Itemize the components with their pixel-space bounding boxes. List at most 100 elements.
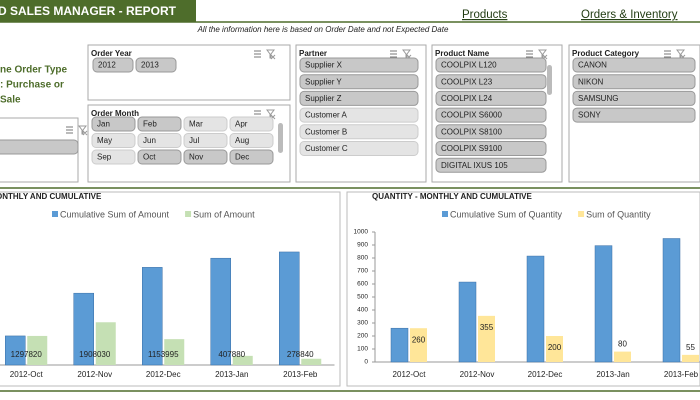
slicer-item[interactable]: [92, 57, 134, 73]
slicer-item[interactable]: [435, 57, 547, 73]
slicer-title: Product Name: [435, 49, 490, 58]
slicer-item[interactable]: [299, 107, 419, 123]
slicer-item[interactable]: [183, 116, 228, 132]
nav-link[interactable]: Products: [462, 9, 508, 21]
bar: [73, 292, 94, 366]
x-tick-label: 2012-Nov: [77, 370, 112, 379]
slicer-item-label: SAMSUNG: [578, 94, 618, 103]
slicer-item[interactable]: [0, 139, 79, 155]
slicer-item[interactable]: [435, 124, 547, 140]
slicer-item[interactable]: [91, 149, 136, 165]
bar: [27, 335, 48, 365]
legend-swatch: [578, 211, 585, 217]
legend-label: Sum of Quantity: [586, 209, 651, 219]
slicer-item-label: May: [97, 136, 112, 145]
slicer-item-label: 2012: [98, 61, 116, 70]
multi-select-icon[interactable]: [254, 50, 261, 58]
y-tick-label: 100: [357, 346, 368, 353]
chart-title: QUANTITY - MONTHLY AND CUMULATIVE: [372, 192, 533, 201]
slicer-title: Order Year: [91, 49, 132, 58]
slicer-item-label: Jun: [143, 136, 156, 145]
slicer-item-label: COOLPIX L23: [441, 77, 493, 86]
slicer-title: Order Month: [91, 109, 139, 118]
x-tick-label: 2013-Jan: [596, 370, 629, 379]
side-label: ne Order Type: [0, 65, 67, 76]
multi-select-icon[interactable]: [390, 50, 397, 58]
legend-label: Cumulative Sum of Amount: [60, 209, 170, 219]
slicer-item[interactable]: [299, 57, 419, 73]
slicer-item[interactable]: [299, 90, 419, 106]
bar: [301, 358, 322, 365]
bar: [662, 238, 681, 363]
slicer-item-label: NIKON: [578, 77, 604, 86]
x-tick-label: 2012-Nov: [460, 370, 495, 379]
nav-link[interactable]: Orders & Inventory: [581, 9, 678, 21]
slicer-item[interactable]: [137, 149, 182, 165]
slicer-item[interactable]: [572, 90, 696, 106]
slicer-item[interactable]: [435, 141, 547, 156]
slicer-item[interactable]: [435, 107, 547, 123]
multi-select-icon[interactable]: [66, 126, 73, 134]
slicer-item[interactable]: [299, 141, 419, 156]
slicer-item[interactable]: [435, 90, 547, 106]
slicer-item-label: COOLPIX L24: [441, 94, 493, 103]
slicer-item-label: Feb: [143, 120, 157, 129]
slicer-item[interactable]: [91, 116, 136, 132]
y-tick-label: 1000: [354, 229, 369, 236]
y-tick-label: 500: [357, 294, 368, 301]
slicer-item[interactable]: [91, 133, 136, 148]
slicer-item-label: COOLPIX S6000: [441, 111, 502, 120]
data-label: 1297820: [11, 350, 43, 359]
legend-label: Cumulative Sum of Quantity: [450, 209, 563, 219]
scrollbar: [278, 123, 283, 153]
side-label: : Purchase or: [0, 80, 64, 91]
slicer-item[interactable]: [572, 107, 696, 123]
bar: [614, 351, 631, 362]
slicer-item-label: Nov: [189, 153, 203, 162]
multi-select-icon[interactable]: [526, 50, 533, 58]
slicer-item-label: SONY: [578, 111, 601, 120]
data-label: 55: [686, 343, 695, 352]
slicer-item-label: Sep: [97, 153, 112, 162]
slicer-item[interactable]: [299, 124, 419, 140]
slicer-item[interactable]: [229, 133, 274, 148]
clear-filter-icon[interactable]: [78, 125, 88, 136]
legend-swatch: [52, 211, 58, 217]
multi-select-icon[interactable]: [664, 50, 671, 58]
slicer-item[interactable]: [572, 74, 696, 90]
y-tick-label: 0: [364, 359, 368, 366]
slicer-title: Product Category: [572, 49, 640, 58]
slicer-item-label: Customer B: [305, 127, 347, 136]
slicer-item[interactable]: [229, 149, 274, 165]
side-label: Sale: [0, 95, 21, 106]
bar: [478, 315, 495, 362]
bar: [682, 354, 699, 362]
slicer-item[interactable]: [135, 57, 177, 73]
slicer-item[interactable]: [435, 74, 547, 90]
chart-title: ONTHLY AND CUMULATIVE: [0, 192, 102, 201]
clear-filter-icon[interactable]: [266, 49, 276, 60]
slicer-item[interactable]: [183, 149, 228, 165]
y-tick-label: 700: [357, 268, 368, 275]
slicer-item[interactable]: [435, 157, 547, 173]
y-tick-label: 900: [357, 242, 368, 249]
slicer-item[interactable]: [137, 116, 182, 132]
x-tick-label: 2013-Feb: [664, 370, 699, 379]
bar: [410, 328, 427, 362]
bar: [390, 327, 409, 363]
slicer-title: Partner: [299, 49, 327, 58]
legend-label: Sum of Amount: [193, 209, 255, 219]
slicer-item[interactable]: [299, 74, 419, 90]
slicer-item[interactable]: [572, 57, 696, 73]
slicer-item[interactable]: [137, 133, 182, 148]
slicer-item-label: Supplier X: [305, 61, 343, 70]
bar: [546, 336, 563, 362]
slicer-item[interactable]: [229, 116, 274, 132]
report-title: D SALES MANAGER - REPORT: [0, 4, 177, 18]
slicer-item-label: 2013: [141, 61, 159, 70]
x-tick-label: 2013-Jan: [215, 370, 248, 379]
slicer-item-label: Oct: [143, 153, 156, 162]
x-tick-label: 2012-Oct: [10, 370, 44, 379]
slicer-item[interactable]: [183, 133, 228, 148]
